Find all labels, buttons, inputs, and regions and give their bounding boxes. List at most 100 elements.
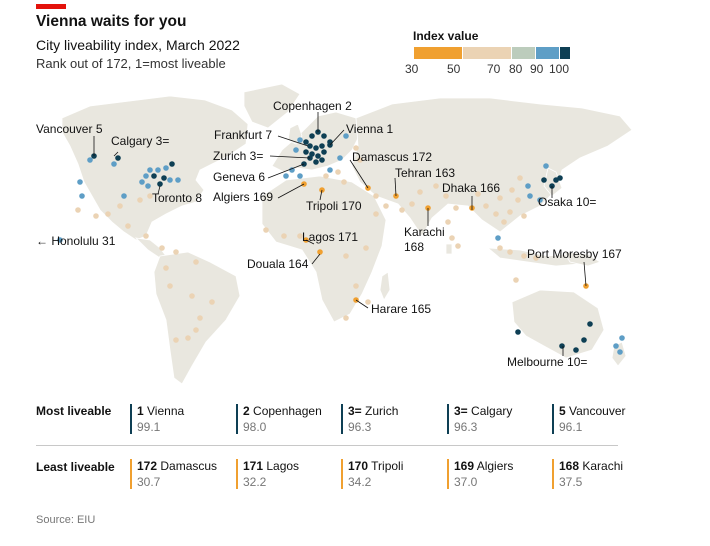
leader-harare: [355, 299, 369, 309]
least-liveable-value: 37.0: [454, 475, 478, 489]
city-dot: [327, 167, 333, 173]
leader-geneva: [267, 163, 305, 179]
least-liveable-cell: 168 Karachi 37.5: [552, 459, 655, 489]
legend-tick-90: 90: [530, 62, 544, 76]
sri-lanka-landmass: [445, 243, 453, 255]
city-dot: [373, 193, 379, 199]
least-liveable-value: 34.2: [348, 475, 372, 489]
city-dot: [125, 223, 131, 229]
city-dot: [337, 155, 343, 161]
city-dot: [453, 205, 459, 211]
label-toronto: Toronto 8: [152, 191, 202, 205]
least-liveable-city: 172 Damascus: [137, 459, 218, 473]
label-tehran: Tehran 163: [395, 166, 455, 180]
city-dot: [343, 253, 349, 259]
least-liveable-city: 169 Algiers: [454, 459, 514, 473]
city-dot: [343, 315, 349, 321]
city-dot: [159, 245, 165, 251]
city-dot: [307, 143, 313, 149]
city-dot: [163, 165, 169, 171]
city-dot: [321, 133, 327, 139]
city-dot: [323, 173, 329, 179]
city-dot: [175, 177, 181, 183]
city-dot: [509, 187, 515, 193]
city-dot: [145, 183, 151, 189]
most-liveable-value: 96.3: [454, 420, 478, 434]
city-dot: [399, 207, 405, 213]
city-dot: [497, 245, 503, 251]
most-liveable-cell: 3= Zurich 96.3: [341, 404, 444, 434]
city-dot: [501, 219, 507, 225]
city-dot: [147, 193, 153, 199]
city-dot: [483, 203, 489, 209]
city-dot: [475, 191, 481, 197]
city-dot: [143, 233, 149, 239]
city-dot: [297, 173, 303, 179]
most-liveable-city: 3= Zurich: [348, 404, 399, 418]
city-dot: [281, 233, 287, 239]
city-dot: [161, 175, 167, 181]
madagascar-landmass: [379, 271, 391, 301]
city-dot: [443, 193, 449, 199]
least-liveable-cell: 172 Damascus 30.7: [130, 459, 233, 489]
label-zurich: Zurich 3=: [213, 149, 263, 163]
city-dot: [115, 155, 121, 161]
most-liveable-city: 3= Calgary: [454, 404, 513, 418]
label-frankfurt: Frankfurt 7: [214, 128, 272, 142]
city-dot: [581, 337, 587, 343]
city-dot: [193, 327, 199, 333]
city-dot: [353, 145, 359, 151]
least-liveable-city: 171 Lagos: [243, 459, 300, 473]
city-dot: [303, 139, 309, 145]
label-algiers: Algiers 169: [213, 190, 273, 204]
city-dot: [343, 133, 349, 139]
chart-subtitle: City liveability index, March 2022: [36, 37, 240, 53]
label-osaka: Osaka 10=: [538, 195, 596, 209]
most-liveable-cell: 5 Vancouver 96.1: [552, 404, 655, 434]
most-liveable-heading: Most liveable: [36, 404, 112, 418]
least-liveable-city: 168 Karachi: [559, 459, 624, 473]
table-divider: [36, 445, 618, 446]
city-dot: [543, 163, 549, 169]
most-liveable-value: 96.1: [559, 420, 583, 434]
city-dot: [455, 243, 461, 249]
city-dot: [293, 147, 299, 153]
city-dot: [557, 175, 563, 181]
city-dot: [105, 211, 111, 217]
city-dot: [77, 179, 83, 185]
label-port-moresby: Port Moresby 167: [527, 247, 622, 261]
north-america-landmass: [61, 95, 249, 241]
source-note: Source: EIU: [36, 514, 96, 526]
least-liveable-cell: 170 Tripoli 34.2: [341, 459, 444, 489]
brand-red-bar: [36, 4, 66, 9]
city-dot: [167, 283, 173, 289]
most-liveable-cell: 2 Copenhagen 98.0: [236, 404, 339, 434]
leader-algiers: [277, 183, 305, 199]
city-dot: [167, 177, 173, 183]
city-dot: [515, 197, 521, 203]
chart-title: Vienna waits for you: [36, 13, 187, 30]
city-dot: [321, 149, 327, 155]
legend-bin-90-100: [560, 47, 570, 59]
city-dot: [409, 201, 415, 207]
city-dot: [79, 193, 85, 199]
label-lagos: Lagos 171: [302, 230, 358, 244]
city-dot: [147, 167, 153, 173]
city-dot: [573, 347, 579, 353]
city-dot: [533, 255, 539, 261]
city-dot: [449, 235, 455, 241]
city-dot: [445, 219, 451, 225]
label-vancouver: Vancouver 5: [36, 122, 103, 136]
legend-bin-70-80: [512, 47, 535, 59]
australia-landmass: [511, 289, 605, 359]
leader-frankfurt: [277, 135, 309, 147]
city-dot: [209, 299, 215, 305]
city-dot: [189, 293, 195, 299]
city-dot: [185, 335, 191, 341]
most-liveable-cell: 1 Vienna 99.1: [130, 404, 233, 434]
label-dhaka: Dhaka 166: [442, 181, 500, 195]
label-melbourne: Melbourne 10=: [507, 355, 587, 369]
leader-port-moresby: [583, 261, 587, 287]
legend-tick-80: 80: [509, 62, 523, 76]
japan-landmass: [543, 167, 563, 197]
